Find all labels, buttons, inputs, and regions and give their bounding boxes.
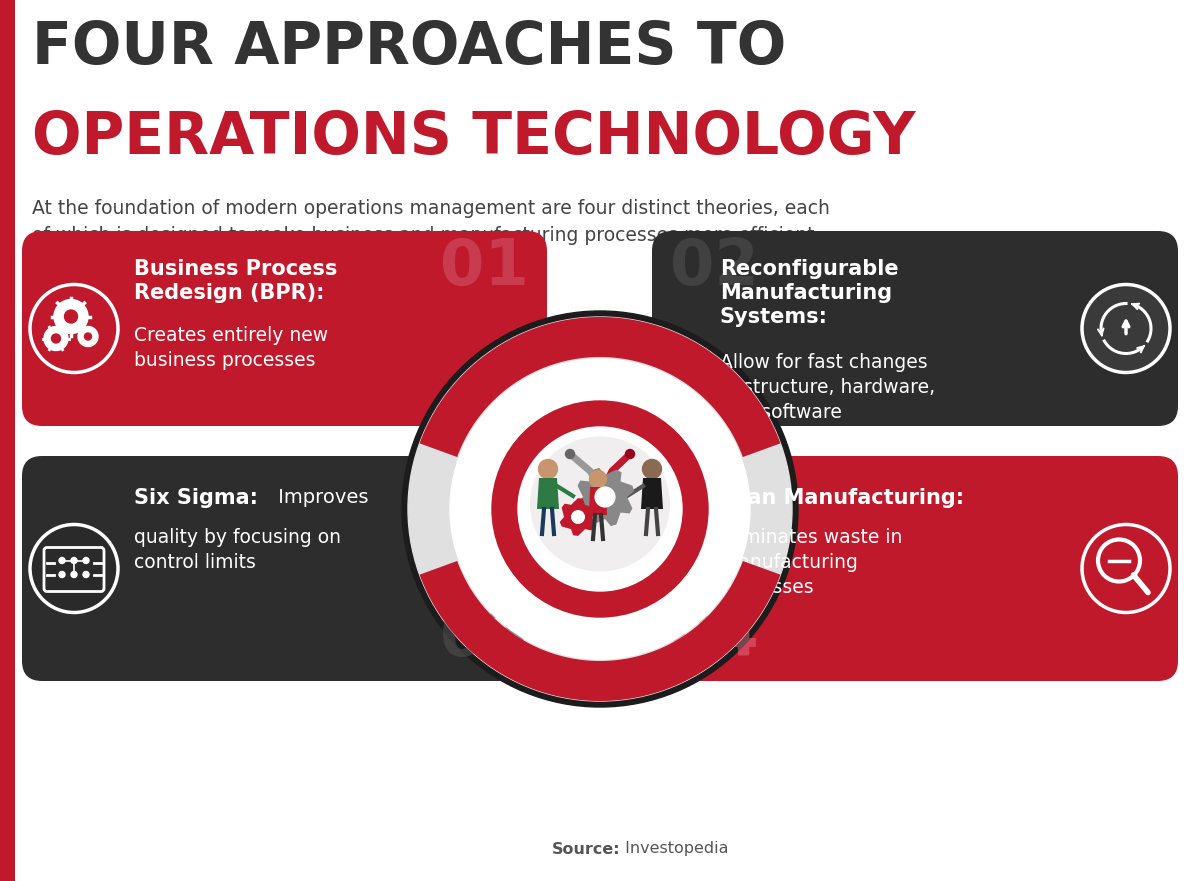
- Polygon shape: [576, 468, 634, 526]
- Polygon shape: [641, 478, 662, 509]
- Text: 03: 03: [440, 607, 529, 669]
- Circle shape: [30, 524, 118, 612]
- FancyBboxPatch shape: [652, 231, 1178, 426]
- FancyBboxPatch shape: [22, 456, 547, 681]
- Polygon shape: [589, 487, 607, 515]
- Circle shape: [54, 300, 88, 334]
- Circle shape: [52, 334, 60, 343]
- Circle shape: [625, 449, 635, 458]
- Polygon shape: [0, 0, 14, 881]
- Circle shape: [71, 558, 77, 564]
- Circle shape: [30, 285, 118, 373]
- Text: FOUR APPROACHES TO: FOUR APPROACHES TO: [32, 19, 786, 76]
- Text: Investopedia: Investopedia: [620, 841, 728, 856]
- Circle shape: [571, 511, 584, 523]
- Text: Six Sigma:: Six Sigma:: [134, 488, 258, 508]
- Circle shape: [402, 311, 798, 707]
- Circle shape: [44, 327, 68, 351]
- Text: 02: 02: [670, 236, 758, 298]
- Circle shape: [1082, 285, 1170, 373]
- Text: At the foundation of modern operations management are four distinct theories, ea: At the foundation of modern operations m…: [32, 199, 830, 245]
- Circle shape: [1082, 524, 1170, 612]
- Circle shape: [492, 401, 708, 617]
- Circle shape: [642, 460, 661, 478]
- Circle shape: [71, 572, 77, 578]
- Circle shape: [518, 427, 682, 591]
- Text: Business Process
Redesign (BPR):: Business Process Redesign (BPR):: [134, 259, 337, 303]
- Text: OPERATIONS TECHNOLOGY: OPERATIONS TECHNOLOGY: [32, 109, 916, 166]
- Circle shape: [78, 327, 98, 346]
- Circle shape: [539, 460, 558, 478]
- Circle shape: [84, 333, 91, 340]
- Polygon shape: [420, 317, 780, 457]
- Text: Allow for fast changes
in structure, hardware,
and software: Allow for fast changes in structure, har…: [720, 353, 935, 422]
- Text: Creates entirely new
business processes: Creates entirely new business processes: [134, 326, 328, 370]
- Circle shape: [59, 558, 65, 564]
- Text: Lean Manufacturing:: Lean Manufacturing:: [720, 488, 964, 508]
- Circle shape: [59, 572, 65, 578]
- Text: Eliminates waste in
manufacturing
processes: Eliminates waste in manufacturing proces…: [720, 528, 902, 597]
- Text: quality by focusing on
control limits: quality by focusing on control limits: [134, 528, 341, 572]
- Text: 04: 04: [670, 607, 758, 669]
- Circle shape: [83, 558, 89, 564]
- Polygon shape: [420, 561, 780, 701]
- Circle shape: [408, 317, 792, 701]
- FancyBboxPatch shape: [22, 231, 547, 426]
- Circle shape: [83, 572, 89, 578]
- Text: Source:: Source:: [552, 841, 620, 856]
- Circle shape: [589, 470, 606, 487]
- Text: Improves: Improves: [272, 488, 368, 507]
- Circle shape: [65, 310, 78, 323]
- Ellipse shape: [530, 436, 670, 572]
- Circle shape: [565, 449, 575, 458]
- Text: Reconfigurable
Manufacturing
Systems:: Reconfigurable Manufacturing Systems:: [720, 259, 899, 327]
- Circle shape: [450, 359, 750, 659]
- Circle shape: [595, 487, 614, 507]
- FancyBboxPatch shape: [652, 456, 1178, 681]
- Text: 01: 01: [440, 236, 529, 298]
- Polygon shape: [559, 498, 596, 536]
- Polygon shape: [538, 478, 559, 509]
